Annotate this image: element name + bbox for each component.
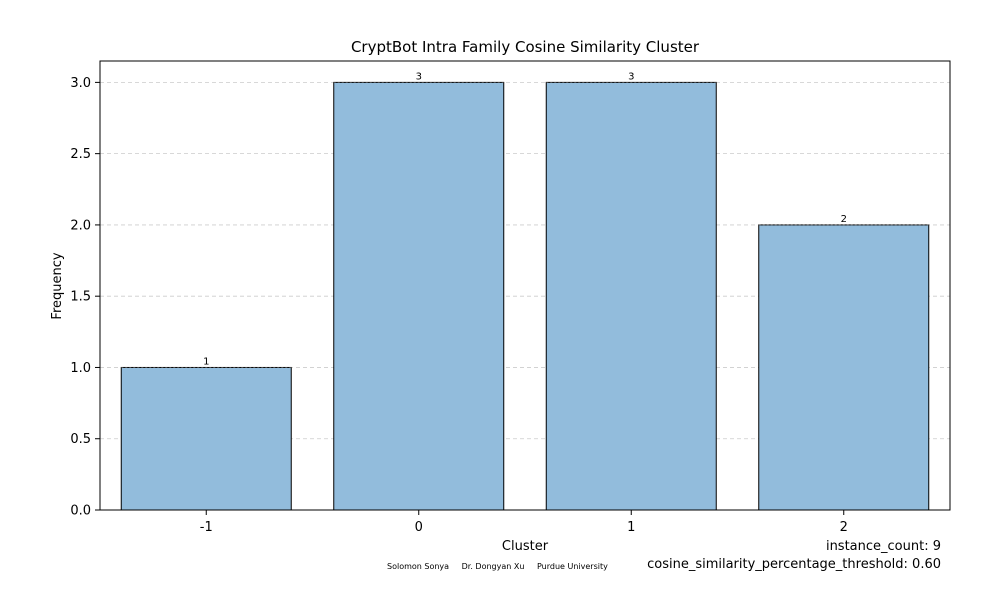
y-tick-label: 3.0 — [70, 76, 91, 91]
data-label: 1 — [203, 356, 209, 367]
x-tick-label: 2 — [840, 520, 848, 535]
x-tick-label: 0 — [415, 520, 423, 535]
x-tick-label: -1 — [200, 520, 213, 535]
bar-cluster-1 — [545, 81, 717, 511]
x-axis-label: Cluster — [502, 539, 549, 554]
plot-frame — [99, 60, 951, 511]
bar-cluster-0 — [333, 81, 505, 511]
data-label: 3 — [628, 71, 634, 82]
y-tick-label: 0.0 — [70, 504, 91, 519]
y-tick-label: 0.5 — [70, 432, 91, 447]
x-tick-label: 1 — [627, 520, 635, 535]
bar-cluster--1 — [120, 366, 292, 511]
threshold-text: cosine_similarity_percentage_threshold: … — [647, 557, 941, 572]
credit-advisor: Dr. Dongyan Xu — [461, 562, 525, 571]
y-tick-label: 2.5 — [70, 147, 91, 162]
chart-title: CryptBot Intra Family Cosine Similarity … — [351, 38, 700, 56]
instance-count-text: instance_count: 9 — [825, 539, 941, 554]
data-label: 2 — [841, 214, 847, 225]
y-tick-label: 1.5 — [70, 290, 91, 305]
y-tick-label: 2.0 — [70, 218, 91, 233]
credits-line: Solomon Sonya Dr. Dongyan Xu Purdue Univ… — [387, 562, 618, 571]
data-label: 3 — [416, 71, 422, 82]
bar-cluster-2 — [758, 224, 930, 511]
y-axis-label: Frequency — [50, 252, 65, 319]
y-tick-label: 1.0 — [70, 361, 91, 376]
credit-institution: Purdue University — [536, 562, 608, 571]
credit-author: Solomon Sonya — [387, 562, 450, 571]
